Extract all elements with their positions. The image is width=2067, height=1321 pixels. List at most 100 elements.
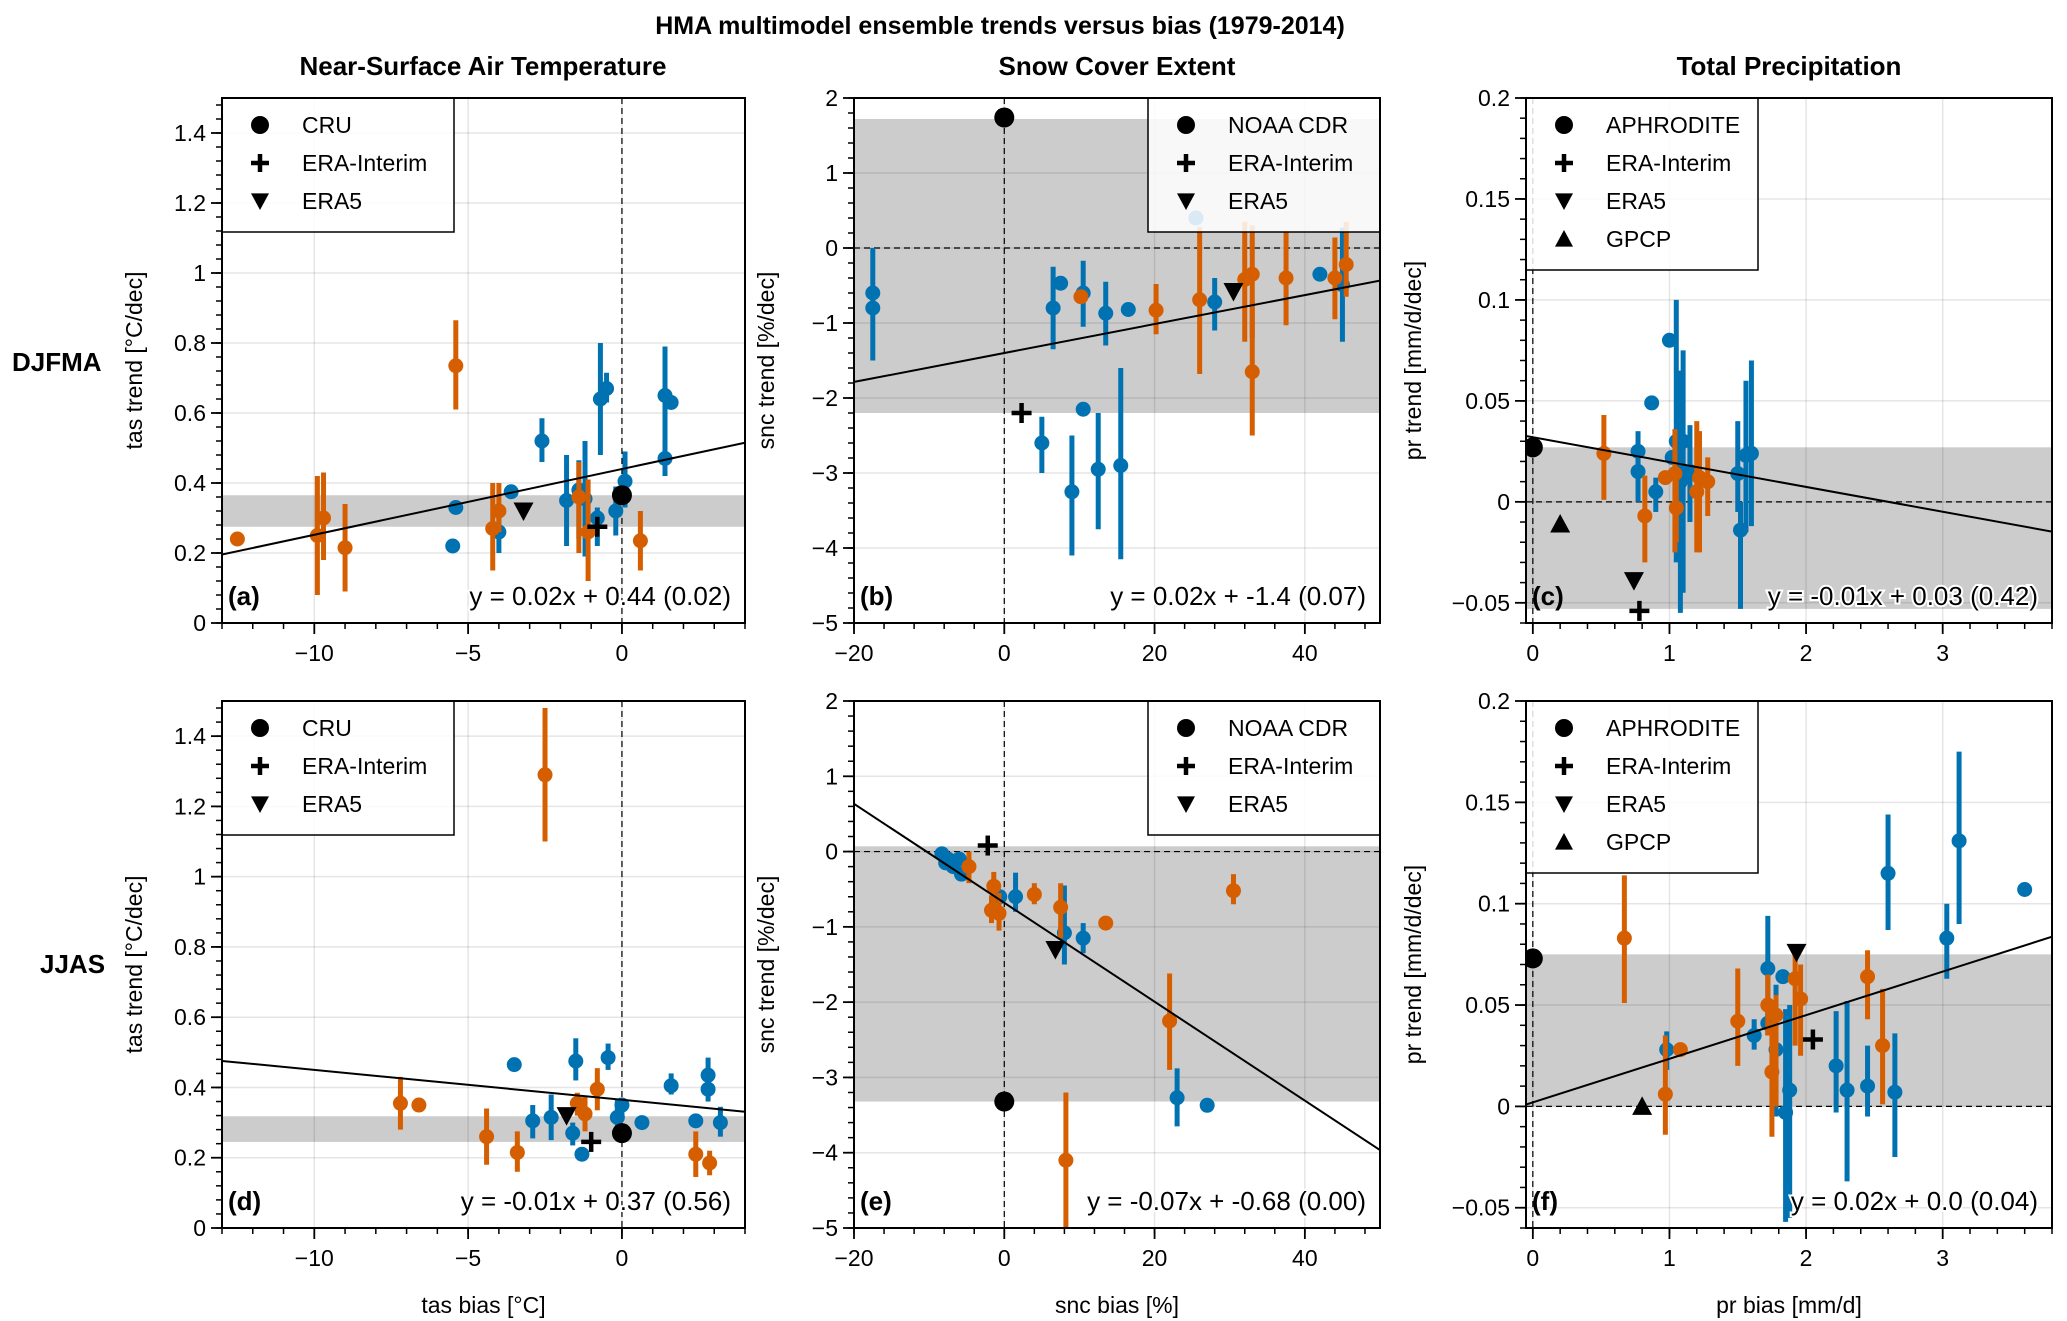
y-tick-label: 0.2 — [174, 1145, 206, 1171]
data-point — [569, 1095, 585, 1111]
data-point — [534, 433, 550, 449]
legend-marker-plus — [1177, 154, 1195, 172]
legend-label: ERA-Interim — [1228, 753, 1353, 779]
y-tick-label: 0.05 — [1465, 388, 1510, 414]
data-point — [1090, 461, 1106, 477]
y-tick-label: 0.2 — [1478, 85, 1510, 111]
axes-frame — [853, 700, 1381, 1229]
legend-label: ERA5 — [302, 188, 362, 214]
data-point — [712, 1115, 728, 1131]
y-tick-label: 0.2 — [174, 540, 206, 566]
data-point — [1648, 484, 1664, 500]
data-point — [1880, 865, 1896, 881]
obs-marker-cru — [611, 485, 632, 506]
data-point — [1661, 332, 1677, 348]
y-tick-label: 0.4 — [174, 470, 206, 496]
legend-label: ERA-Interim — [1606, 150, 1731, 176]
x-tick-label: 2 — [1800, 1245, 1813, 1271]
data-point — [1746, 1027, 1762, 1043]
legend-label: NOAA CDR — [1228, 112, 1348, 138]
data-point — [1338, 257, 1354, 272]
data-point — [1700, 474, 1716, 490]
obs-marker-gpcp — [1632, 1096, 1653, 1115]
row-label-jjas: JJAS — [40, 949, 105, 979]
series-group-orange — [1616, 875, 1891, 1137]
data-point — [509, 1144, 525, 1160]
obs-marker-era-interim — [587, 516, 608, 537]
data-point — [663, 395, 679, 410]
x-tick-label: 40 — [1292, 640, 1318, 666]
legend-label: GPCP — [1606, 829, 1671, 855]
legend-label: ERA-Interim — [302, 150, 427, 176]
data-point — [1312, 266, 1328, 282]
data-point — [632, 533, 648, 549]
data-point — [491, 503, 507, 519]
data-point — [1675, 433, 1691, 449]
data-point — [537, 767, 553, 783]
panel-label: (d) — [228, 1186, 261, 1216]
obs-marker-era5 — [1623, 572, 1644, 591]
legend-label: ERA5 — [1606, 791, 1666, 817]
data-point — [525, 1113, 541, 1129]
legend: CRU ERA-Interim ERA5 — [221, 700, 455, 836]
series-group-orange — [392, 708, 718, 1178]
legend: APHRODITE ERA-Interim ERA5 GPCP — [1525, 700, 1759, 874]
obs-marker-era5 — [556, 1107, 577, 1126]
regression-equation: y = 0.02x + 0.0 (0.04) — [1791, 1186, 2038, 1216]
regression-equation: y = 0.02x + -1.4 (0.07) — [1110, 581, 1366, 611]
data-point — [1244, 364, 1260, 380]
data-point — [1782, 1082, 1798, 1098]
legend-marker-triangle-up — [1555, 833, 1573, 850]
data-point — [1169, 1090, 1185, 1106]
regression-line — [854, 279, 1380, 383]
data-point — [1327, 270, 1343, 286]
regression-line — [222, 441, 745, 556]
y-tick-label: −3 — [812, 1064, 838, 1090]
obs-marker-era-interim — [1629, 600, 1650, 621]
y-tick-label: −5 — [812, 610, 838, 636]
legend-label: ERA-Interim — [1228, 150, 1353, 176]
y-tick-label: −3 — [812, 460, 838, 486]
data-point — [337, 540, 353, 556]
data-point — [445, 538, 461, 554]
data-point — [700, 1081, 716, 1097]
data-point — [700, 1067, 716, 1083]
observation-range-band — [1526, 447, 2052, 609]
legend-label: GPCP — [1606, 226, 1671, 252]
panel-c: APHRODITE ERA-Interim ERA5 GPCP 0 1 2 3 −0.05 0 0.… — [1400, 85, 2053, 666]
y-tick-label: 0.2 — [1478, 688, 1510, 714]
data-point — [411, 1097, 427, 1113]
regression-line — [1526, 935, 2052, 1106]
y-tick-label: 1 — [193, 864, 206, 890]
data-point — [1875, 1038, 1891, 1054]
x-axis-label: tas bias [°C] — [421, 1292, 545, 1318]
obs-marker-gpcp — [1550, 514, 1571, 533]
data-point — [1668, 500, 1684, 516]
obs-marker-aphrodite — [1526, 948, 1543, 969]
data-point — [617, 473, 633, 489]
data-point — [1053, 275, 1069, 291]
y-tick-label: 1 — [825, 763, 838, 789]
data-point — [1839, 1082, 1855, 1098]
row-label-djfma: DJFMA — [12, 347, 102, 377]
data-point — [1162, 1013, 1178, 1029]
regression-equation: y = -0.01x + 0.03 (0.42) — [1768, 581, 2038, 611]
data-point — [634, 1115, 650, 1131]
data-point — [2017, 882, 2033, 898]
x-tick-label: 20 — [1142, 640, 1168, 666]
y-axis-label: snc trend [%/dec] — [753, 876, 779, 1054]
legend-label: CRU — [302, 112, 352, 138]
legend-marker-plus — [1555, 154, 1573, 172]
y-axis-label: tas trend [°C/dec] — [121, 876, 147, 1054]
y-tick-label: 0.1 — [1478, 287, 1510, 313]
y-axis-label: tas trend [°C/dec] — [121, 272, 147, 450]
y-tick-label: 1.2 — [174, 793, 206, 819]
y-tick-label: −2 — [812, 385, 838, 411]
panel-label: (b) — [860, 581, 893, 611]
panel-label: (c) — [1532, 581, 1564, 611]
data-point — [688, 1146, 704, 1162]
legend-label: ERA5 — [1228, 791, 1288, 817]
data-point — [1596, 445, 1612, 461]
data-point — [1278, 270, 1294, 286]
